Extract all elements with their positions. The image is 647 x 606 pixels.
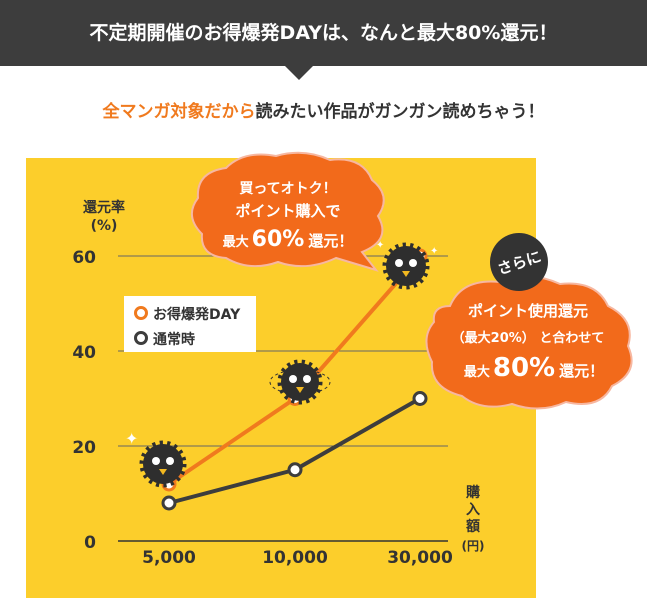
series-point (412, 391, 428, 406)
x-tick-labels: 5,000 10,000 30,000 (142, 548, 453, 568)
x-axis-title-char2: 入 (466, 502, 480, 518)
subheadline-accent: 全マンガ対象だから (102, 102, 256, 122)
x-axis-title-unit: (円) (462, 539, 485, 553)
y-axis-title: 還元率 (%) (83, 199, 125, 234)
y-axis-title-line2: (%) (91, 218, 118, 234)
top-banner (0, 0, 647, 66)
x-tick-label: 10,000 (262, 548, 328, 568)
y-tick-label: 20 (72, 438, 96, 458)
legend-marker-special (134, 306, 148, 320)
x-axis-title-char3: 額 (465, 518, 480, 535)
callout-left-pre: 最大 (223, 234, 249, 250)
callout-left-big: 60% (252, 227, 305, 252)
y-tick-label: 0 (84, 533, 96, 553)
y-tick-labels: 0 20 40 60 (72, 248, 96, 553)
y-tick-label: 40 (72, 343, 96, 363)
x-axis-title-char1: 購 (465, 484, 480, 501)
x-tick-label: 5,000 (142, 548, 196, 568)
legend-label-special: お得爆発DAY (153, 306, 241, 323)
svg-text:✦: ✦ (125, 429, 138, 448)
x-tick-label: 30,000 (387, 548, 453, 568)
callout-bubble-left: 買ってオトク！ ポイント購入で 最大 60% 還元！ (191, 151, 385, 272)
callout-right-big: 80% (493, 353, 555, 383)
series-point (287, 462, 303, 478)
callout-left-post: 還元！ (308, 232, 353, 250)
svg-text:最大80%還元！: 最大 80% 還元！ (464, 353, 604, 383)
callout-right-post: 還元！ (559, 362, 604, 380)
mascot-low: ✦ (125, 429, 187, 488)
callout-left-line1: 買ってオトク！ (239, 181, 336, 197)
banner-pointer (285, 66, 313, 80)
callout-right-line1: ポイント使用還元 (468, 302, 588, 320)
callout-right-line2: （最大20%） と合わせて (452, 330, 605, 346)
legend-marker-normal (134, 331, 148, 345)
series-point (161, 495, 177, 511)
callout-left-line2: ポイント購入で (235, 202, 340, 220)
svg-text:✦: ✦ (430, 246, 438, 257)
svg-text:✦: ✦ (376, 240, 384, 251)
banner-title: 不定期開催のお得爆発DAYは、なんと最大80%還元！ (89, 22, 558, 44)
callout-right-pre: 最大 (464, 364, 490, 380)
mascot-mid (269, 359, 331, 405)
y-axis-title-line1: 還元率 (83, 199, 125, 216)
x-axis-title: 購 入 額 (円) (462, 484, 485, 553)
legend-label-normal: 通常時 (153, 331, 195, 348)
y-tick-label: 60 (72, 248, 96, 268)
legend: お得爆発DAY 通常時 (124, 296, 256, 352)
subheadline: 全マンガ対象だから読みたい作品がガンガン読めちゃう！ (0, 97, 647, 122)
callout-bubble-right: ポイント使用還元 （最大20%） と合わせて 最大 80% 還元！ (425, 275, 633, 410)
callout-badge-sarani: さらに (490, 233, 548, 291)
subheadline-rest: 読みたい作品がガンガン読めちゃう！ (255, 102, 545, 122)
mascot-high: ✦ ✦ (376, 240, 438, 290)
